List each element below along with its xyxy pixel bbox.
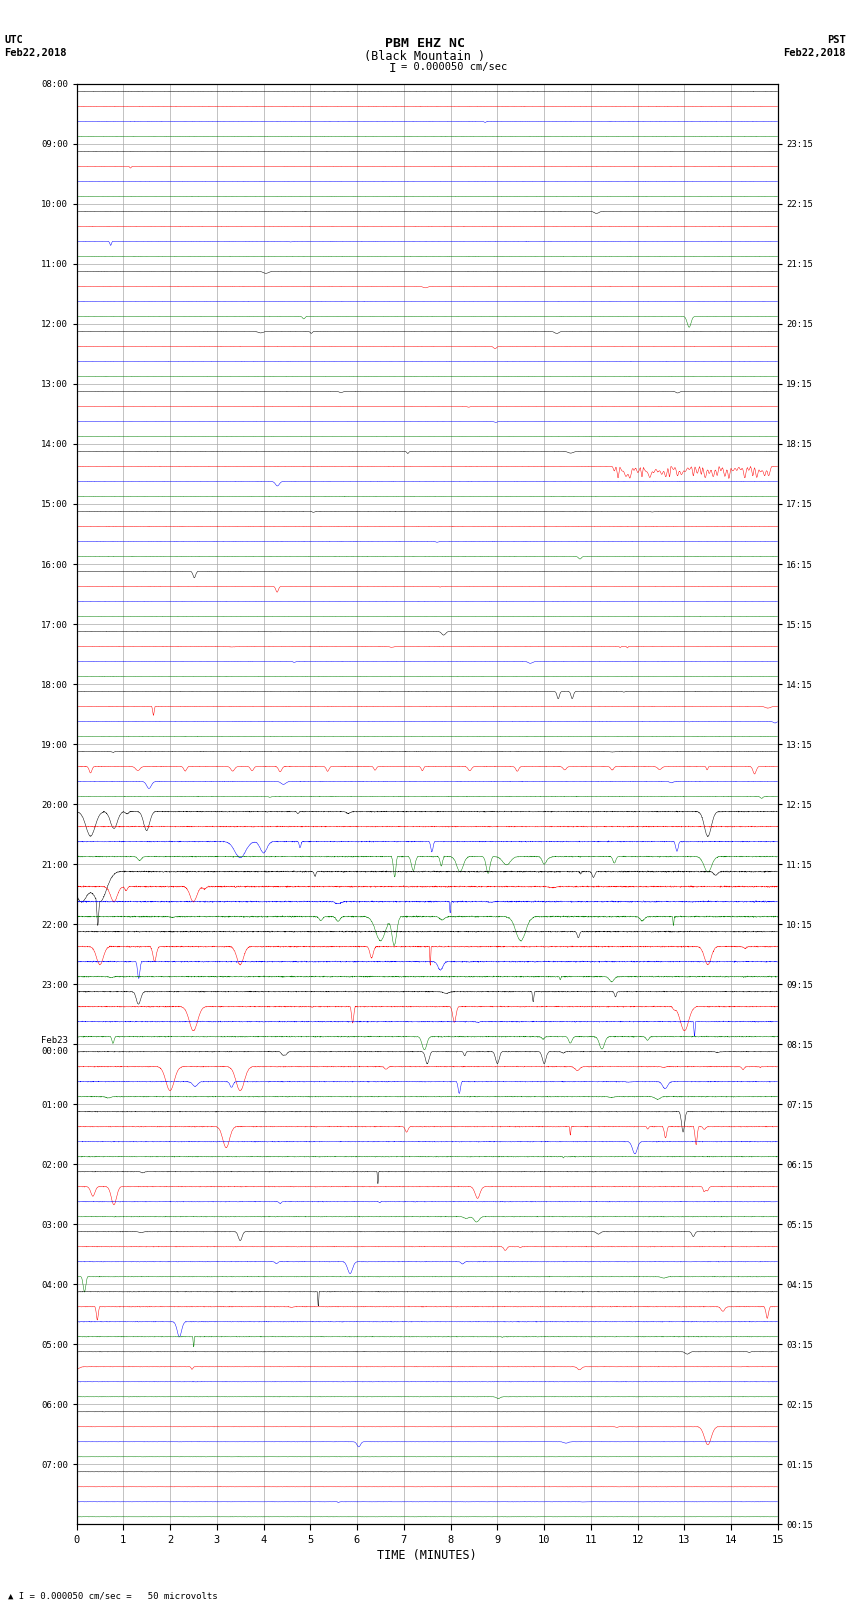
Text: PST: PST: [827, 35, 846, 45]
Text: = 0.000050 cm/sec: = 0.000050 cm/sec: [401, 63, 507, 73]
Text: I: I: [389, 63, 396, 76]
Text: Feb22,2018: Feb22,2018: [783, 48, 846, 58]
Text: UTC: UTC: [4, 35, 23, 45]
Text: Feb22,2018: Feb22,2018: [4, 48, 67, 58]
X-axis label: TIME (MINUTES): TIME (MINUTES): [377, 1548, 477, 1561]
Text: (Black Mountain ): (Black Mountain ): [365, 50, 485, 63]
Text: ▲ I = 0.000050 cm/sec =   50 microvolts: ▲ I = 0.000050 cm/sec = 50 microvolts: [8, 1590, 218, 1600]
Text: PBM EHZ NC: PBM EHZ NC: [385, 37, 465, 50]
